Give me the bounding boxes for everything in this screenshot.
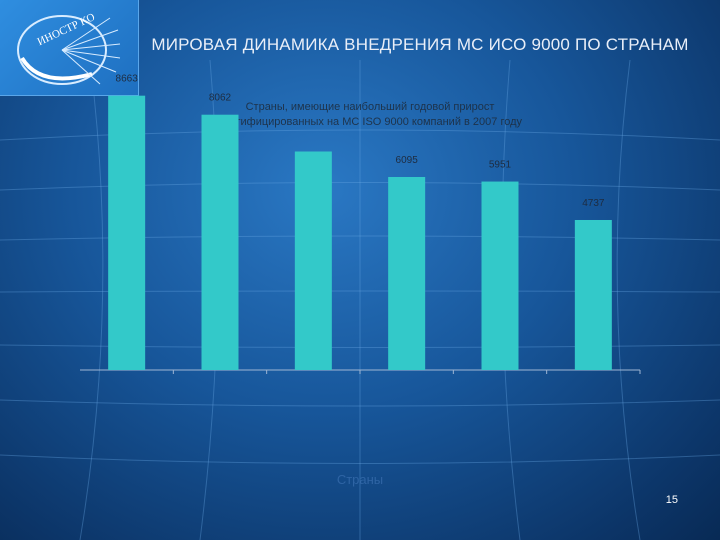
- data-label-3: 6095: [396, 155, 419, 166]
- bar-5: [574, 219, 612, 370]
- slide-title: МИРОВАЯ ДИНАМИКА ВНЕДРЕНИЯ МС ИСО 9000 П…: [151, 35, 689, 54]
- chart-subtitle: Страны, имеющие наибольший годовой приро…: [217, 101, 523, 128]
- bar-1: [201, 114, 239, 370]
- bar-4: [481, 181, 519, 370]
- x-axis-label: Страны: [336, 472, 384, 487]
- data-label-5: 4737: [582, 198, 605, 209]
- company-logo: ИНОСТР КО: [0, 0, 139, 96]
- data-label-1: 8062: [209, 93, 232, 104]
- page-number: 15: [665, 494, 678, 506]
- bar-2: [294, 151, 332, 370]
- data-label-4: 5951: [489, 160, 512, 171]
- bar-3: [388, 176, 426, 370]
- logo-emblem-icon: ИНОСТР КО: [17, 11, 121, 85]
- data-label-0: 8663: [116, 74, 139, 85]
- bar-0: [108, 95, 146, 371]
